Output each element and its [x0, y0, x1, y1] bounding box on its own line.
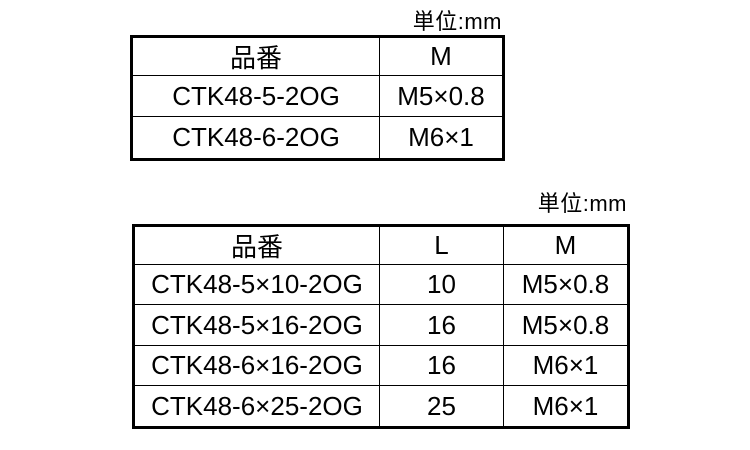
unit-label: 単位:mm — [412, 9, 502, 34]
col-header-l: L — [379, 225, 504, 265]
header-row: 品番 L M — [133, 225, 629, 265]
m-value-cell: M5×0.8 — [379, 74, 504, 118]
m-value-cell: M6×1 — [503, 344, 629, 387]
table-row: CTK48-6-2OG M6×1 — [131, 116, 504, 160]
header-row: 品番 M — [131, 36, 504, 76]
col-header-part-number: 品番 — [131, 36, 380, 76]
table-row: CTK48-5×10-2OG 10 M5×0.8 — [133, 263, 629, 306]
l-value-cell: 16 — [379, 304, 504, 346]
table-row: CTK48-5-2OG M5×0.8 — [131, 74, 504, 118]
m-value-cell: M6×1 — [379, 116, 504, 160]
l-value-cell: 16 — [379, 344, 504, 387]
part-number-cell: CTK48-6-2OG — [131, 116, 380, 160]
part-number-cell: CTK48-6×16-2OG — [133, 344, 380, 387]
spec-table-length-thread-size: 品番 L M CTK48-5×10-2OG 10 M5×0.8 CTK48-5×… — [132, 224, 630, 429]
l-value-cell: 25 — [379, 385, 504, 428]
l-value-cell: 10 — [379, 263, 504, 306]
table-row: CTK48-6×16-2OG 16 M6×1 — [133, 344, 629, 387]
unit-label: 単位:mm — [537, 191, 627, 216]
table-row: CTK48-5×16-2OG 16 M5×0.8 — [133, 304, 629, 346]
part-number-cell: CTK48-5-2OG — [131, 74, 380, 118]
part-number-cell: CTK48-5×10-2OG — [133, 263, 380, 306]
m-value-cell: M6×1 — [503, 385, 629, 428]
table-row: CTK48-6×25-2OG 25 M6×1 — [133, 385, 629, 428]
m-value-cell: M5×0.8 — [503, 263, 629, 306]
col-header-m: M — [379, 36, 504, 76]
part-number-cell: CTK48-5×16-2OG — [133, 304, 380, 346]
part-number-cell: CTK48-6×25-2OG — [133, 385, 380, 428]
spec-table-thread-size: 品番 M CTK48-5-2OG M5×0.8 CTK48-6-2OG M6×1 — [130, 35, 505, 161]
col-header-part-number: 品番 — [133, 225, 380, 265]
col-header-m: M — [503, 225, 629, 265]
m-value-cell: M5×0.8 — [503, 304, 629, 346]
